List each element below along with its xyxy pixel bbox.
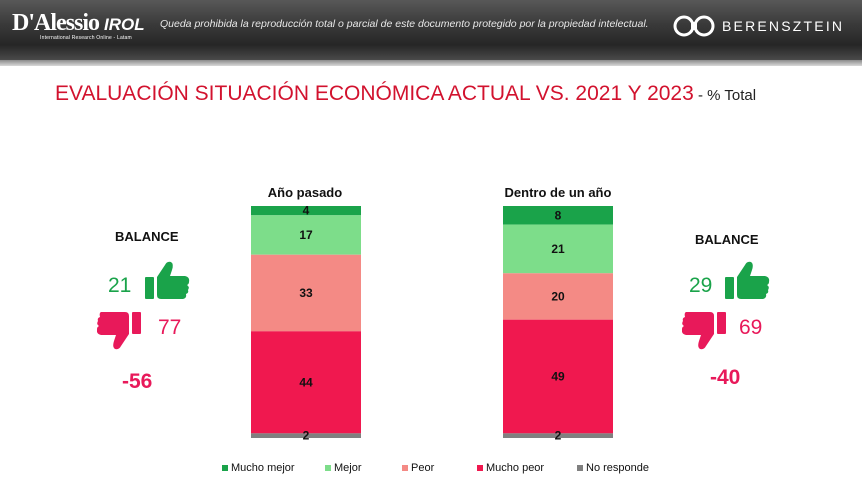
bar-segment-no-responde (251, 433, 361, 438)
thumbs-up-icon (145, 261, 190, 299)
data-label: 8 (555, 208, 562, 222)
column-title-dentro-de-un-ano: Dentro de un año (504, 185, 612, 200)
negative-value-right: 69 (739, 316, 763, 339)
bar-segment-peor (251, 254, 361, 332)
thumbs-up-icon (725, 261, 770, 299)
data-label: 49 (551, 370, 565, 384)
legend-swatch (577, 465, 583, 471)
legend-item-mucho-peor: Mucho peor (477, 462, 577, 474)
bar-segment-mucho-peor (503, 319, 613, 434)
data-label: 20 (551, 289, 565, 303)
page-title: EVALUACIÓN SITUACIÓN ECONÓMICA ACTUAL VS… (55, 82, 757, 105)
bar-segment-mucho-peor (251, 331, 361, 434)
data-label: 33 (299, 286, 313, 300)
legend-swatch (402, 465, 408, 471)
data-label: 44 (299, 375, 313, 389)
bar-segment-no-responde (503, 433, 613, 438)
legend-swatch (477, 465, 483, 471)
data-label: 21 (551, 242, 565, 256)
data-label: 17 (299, 228, 313, 242)
legend-item-no-responde: No responde (577, 462, 649, 474)
column-title-ano-pasado: Año pasado (267, 185, 343, 200)
data-label: 2 (303, 429, 310, 443)
data-label: 2 (555, 429, 562, 443)
header-bar: D'Alessio IROL International Research On… (0, 0, 862, 60)
legend-item-mucho-mejor: Mucho mejor (222, 462, 325, 474)
bar-segment-mucho-mejor (503, 206, 613, 225)
negative-value-left: 77 (158, 316, 182, 339)
bar-segment-peor (503, 273, 613, 320)
data-label: 4 (303, 204, 310, 218)
thumbs-down-icon (97, 312, 141, 350)
berensztein-logo: BERENSZTEIN (672, 14, 844, 38)
dalessio-logo: D'Alessio IROL (12, 10, 145, 36)
bar-segment-mejor (503, 224, 613, 274)
balance-label-left: BALANCE (115, 229, 179, 244)
dalessio-logo-subtitle: International Research Online - Latam (40, 35, 132, 41)
chart-legend: Mucho mejor Mejor Peor Mucho peor No res… (222, 462, 649, 474)
berensztein-logo-icon (673, 15, 715, 37)
header-divider (0, 60, 862, 66)
bar-segment-mejor (251, 215, 361, 255)
balance-value-left: -56 (122, 370, 153, 393)
bar-segment-mucho-mejor (251, 206, 361, 216)
legend-swatch (222, 465, 228, 471)
balance-value-right: -40 (710, 366, 741, 389)
thumbs-down-icon (682, 312, 726, 350)
balance-label-right: BALANCE (695, 232, 759, 247)
copyright-disclaimer: Queda prohibida la reproducción total o … (160, 18, 649, 30)
legend-item-mejor: Mejor (325, 462, 402, 474)
legend-item-peor: Peor (402, 462, 477, 474)
legend-swatch (325, 465, 331, 471)
positive-value-right: 29 (689, 274, 713, 297)
positive-value-left: 21 (108, 274, 132, 297)
